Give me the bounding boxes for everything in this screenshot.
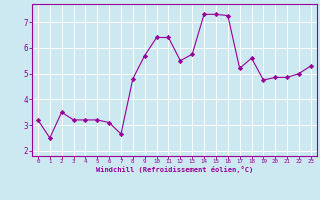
X-axis label: Windchill (Refroidissement éolien,°C): Windchill (Refroidissement éolien,°C) [96,166,253,173]
